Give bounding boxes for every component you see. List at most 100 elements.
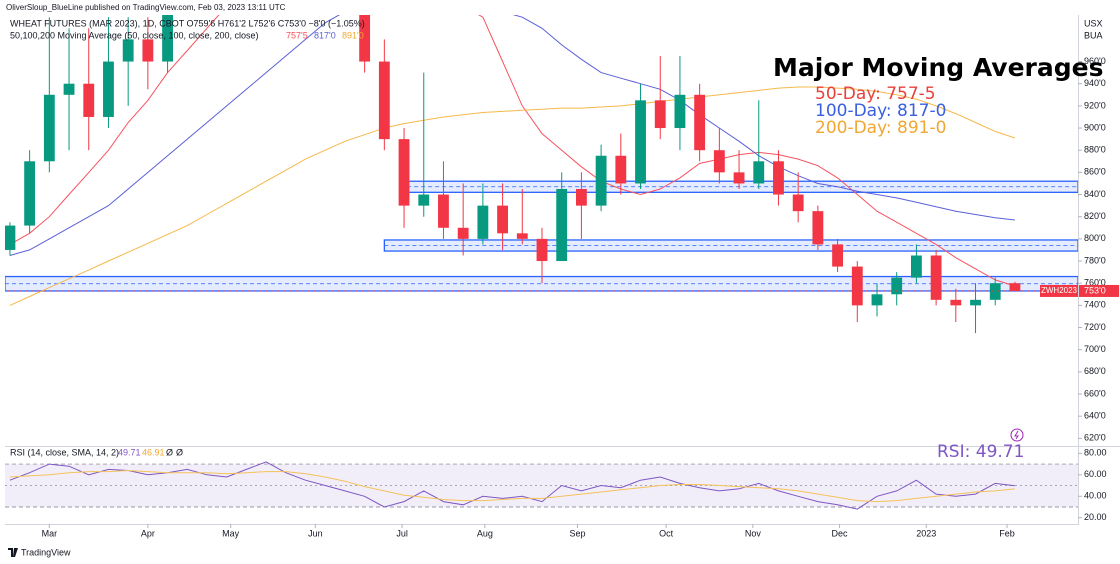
price-pane [5,15,1078,334]
candle-body [792,194,804,212]
candle-body [713,150,725,173]
ma-line [9,15,1015,256]
candle-body [674,94,686,129]
candle-body [753,161,765,184]
candle-body [63,83,75,95]
rsi-extra: Ø [176,447,183,457]
y-tick-label: 880'0 [1084,145,1106,155]
x-tick-label: Apr [141,528,155,538]
price-tag [1079,284,1119,297]
published: OliverSloup_BlueLine published on Tradin… [6,3,286,12]
alert-icon [1014,430,1019,440]
footer-brand: TradingView [21,547,71,557]
y-tick-label: 820'0 [1084,211,1106,221]
x-tick-label: Dec [832,528,849,538]
candle-body [497,205,508,234]
candle-body [359,15,371,62]
y-tick-label: 60.00 [1084,469,1107,479]
candle-body [615,155,627,184]
ma-label: 817'0 [314,30,336,40]
candle-body [694,94,706,151]
candle-body [851,266,863,306]
y-tick-label: 20.00 [1084,512,1107,522]
annotation: 50-Day: 757-5 [815,84,936,104]
candle-body [516,233,528,239]
rsi-legend: RSI (14, close, SMA, 14, 2) [10,447,119,457]
y-tick-label: 680'0 [1084,366,1106,376]
symbol-tag [1040,284,1078,297]
y-tick-label: 960'0 [1084,56,1106,66]
y-tick-label: 80.00 [1084,448,1107,458]
y-tick-label: 620'0 [1084,433,1106,443]
ma-label: 757'5 [286,30,308,40]
candle-body [910,255,922,278]
logo [8,548,18,557]
y-tick-label: 720'0 [1084,322,1106,332]
legend: WHEAT FUTURES (MAR 2023), 1D, CBOT O759'… [10,18,365,28]
x-tick-label: Aug [477,528,493,538]
ma-line [9,461,1015,510]
x-tick-label: Feb [999,528,1015,538]
price-tag-label: 753'0 [1084,285,1106,295]
candle-body [654,100,666,129]
candle-body [438,194,449,228]
candle-body [989,283,1001,300]
rsi-ma-value: 46.91 [142,447,165,457]
y-tick-label: 940'0 [1084,78,1106,88]
candle-body [418,194,430,206]
ma-line [9,86,1016,306]
candle-body [457,227,469,239]
x-tick-label: Nov [745,528,762,538]
candle-body [575,188,587,206]
ma-line [9,469,1015,503]
unit: BUA [1084,30,1103,40]
candle-body [378,61,390,140]
y-tick-label: 760'0 [1084,278,1106,288]
x-tick-label: Jun [308,528,323,538]
y-tick-label: 920'0 [1084,100,1106,110]
candle-body [398,139,410,206]
y-tick-label: 800'0 [1084,233,1106,243]
y-tick-label: 900'0 [1084,122,1106,132]
candle-body [832,244,844,267]
y-tick-label: 740'0 [1084,300,1106,310]
y-tick-label: 40.00 [1084,491,1107,501]
candle-body [773,161,784,195]
annotation: 100-Day: 817-0 [815,101,946,121]
candle-body [142,39,154,62]
rsi-value: 49.71 [118,447,141,457]
candle-body [871,294,883,306]
candle-body [1009,283,1021,291]
x-tick-label: Jul [396,528,408,538]
alert-icon [1010,428,1024,442]
x-tick-label: 2023 [916,528,936,538]
candle-body [970,299,981,306]
annotation-title: Major Moving Averages [773,53,1103,82]
candle-body [83,83,95,117]
candle-body [24,161,36,226]
y-tick-label: 640'0 [1084,411,1106,421]
currency: USX [1084,18,1103,28]
y-tick-label: 660'0 [1084,388,1106,398]
candle-body [5,225,16,250]
candle-body [891,277,903,295]
symbol-label: ZWH2023 [1041,286,1078,295]
candle-body [812,211,824,245]
candle-body [536,238,548,262]
ma-label: 891'0 [342,30,364,40]
x-tick-label: May [222,528,240,538]
x-tick-label: Oct [659,528,674,538]
candle-body [122,39,134,62]
axes: 620'0 640'0 660'0 680'0 700'0 720'0 740'0 760'0… [42,56,1119,538]
candle-body [733,172,745,184]
candle-body [162,15,173,62]
annotation: 200-Day: 891-0 [815,118,946,138]
ma-legend: 50,100,200 Moving Average (50, close, 10… [10,30,259,40]
candle-body [477,205,489,239]
candle-body [103,61,114,117]
y-tick-label: 700'0 [1084,344,1106,354]
x-tick-label: Mar [42,528,58,538]
y-tick-label: 840'0 [1084,189,1106,199]
